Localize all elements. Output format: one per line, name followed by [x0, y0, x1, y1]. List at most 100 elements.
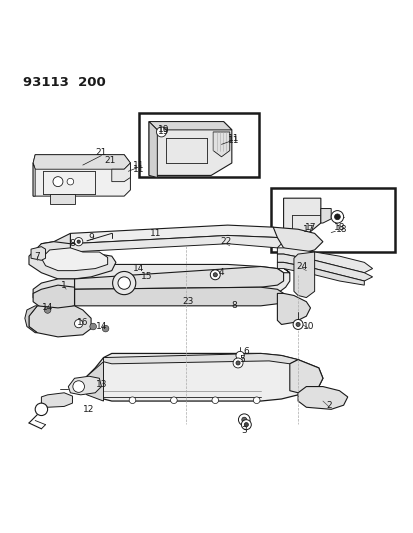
- Circle shape: [235, 351, 244, 360]
- Text: 1: 1: [61, 281, 67, 289]
- Polygon shape: [68, 376, 101, 395]
- Circle shape: [213, 273, 217, 277]
- Circle shape: [35, 403, 47, 416]
- Text: 18: 18: [333, 223, 344, 232]
- Polygon shape: [149, 122, 157, 177]
- Text: 8: 8: [230, 301, 236, 310]
- Polygon shape: [277, 262, 363, 285]
- Circle shape: [53, 176, 63, 187]
- Polygon shape: [273, 227, 322, 254]
- Text: 11: 11: [133, 165, 144, 174]
- Circle shape: [112, 271, 135, 295]
- Text: 12: 12: [83, 405, 95, 414]
- Text: 21: 21: [104, 156, 115, 165]
- Text: 3: 3: [241, 425, 247, 434]
- Polygon shape: [297, 386, 347, 409]
- Circle shape: [238, 414, 249, 425]
- Polygon shape: [70, 225, 283, 244]
- Polygon shape: [41, 248, 107, 271]
- Circle shape: [73, 381, 84, 392]
- Polygon shape: [277, 293, 310, 325]
- Text: 11: 11: [149, 229, 161, 238]
- Text: 93113  200: 93113 200: [23, 76, 105, 89]
- Polygon shape: [50, 194, 74, 204]
- Polygon shape: [33, 155, 130, 196]
- Text: 10: 10: [302, 322, 313, 331]
- Polygon shape: [33, 285, 74, 310]
- Circle shape: [330, 211, 343, 223]
- Circle shape: [170, 397, 177, 403]
- Circle shape: [74, 319, 83, 328]
- Circle shape: [156, 127, 166, 137]
- Text: 9: 9: [88, 233, 94, 242]
- Polygon shape: [277, 254, 372, 281]
- Text: 14: 14: [133, 264, 144, 273]
- Circle shape: [292, 319, 302, 329]
- Polygon shape: [277, 248, 372, 273]
- Circle shape: [253, 397, 259, 403]
- Circle shape: [77, 240, 80, 244]
- Polygon shape: [289, 360, 322, 393]
- Circle shape: [334, 214, 339, 220]
- Polygon shape: [41, 393, 72, 407]
- Circle shape: [241, 417, 246, 422]
- Polygon shape: [29, 306, 91, 337]
- Polygon shape: [74, 266, 283, 289]
- Polygon shape: [112, 163, 130, 182]
- Text: 4: 4: [218, 268, 224, 277]
- Text: 8: 8: [69, 239, 75, 248]
- Polygon shape: [25, 306, 37, 333]
- Text: 17: 17: [302, 225, 313, 234]
- Text: 22: 22: [219, 237, 231, 246]
- Polygon shape: [293, 252, 314, 297]
- Text: 5: 5: [239, 355, 244, 364]
- Circle shape: [74, 238, 83, 246]
- Polygon shape: [33, 279, 74, 308]
- Text: 21: 21: [95, 148, 107, 157]
- Text: 15: 15: [141, 272, 152, 281]
- Polygon shape: [83, 362, 103, 401]
- Text: 24: 24: [296, 262, 307, 271]
- Circle shape: [211, 397, 218, 403]
- Text: 14: 14: [95, 322, 107, 331]
- Circle shape: [244, 423, 248, 427]
- Text: 14: 14: [42, 303, 53, 312]
- Polygon shape: [33, 155, 130, 169]
- Text: 23: 23: [182, 297, 194, 306]
- Text: 2: 2: [325, 401, 331, 410]
- Circle shape: [210, 270, 220, 280]
- Circle shape: [241, 419, 251, 430]
- Text: 17: 17: [304, 223, 316, 232]
- Polygon shape: [149, 122, 231, 175]
- Polygon shape: [74, 287, 283, 306]
- Polygon shape: [70, 236, 283, 252]
- Text: 18: 18: [335, 225, 347, 234]
- Circle shape: [118, 277, 130, 289]
- Polygon shape: [103, 353, 297, 364]
- Circle shape: [235, 361, 240, 365]
- Text: 19: 19: [157, 125, 169, 134]
- Circle shape: [67, 179, 74, 185]
- Polygon shape: [149, 122, 231, 130]
- Circle shape: [90, 323, 96, 330]
- Text: 19: 19: [157, 127, 169, 136]
- Polygon shape: [29, 241, 116, 279]
- Polygon shape: [37, 233, 70, 258]
- Text: 6: 6: [243, 347, 249, 356]
- Polygon shape: [83, 353, 322, 401]
- Text: 7: 7: [34, 252, 40, 261]
- Text: 11: 11: [228, 136, 239, 145]
- Bar: [271, 188, 394, 252]
- Polygon shape: [31, 247, 45, 260]
- Bar: [138, 114, 258, 177]
- Text: 16: 16: [77, 318, 88, 327]
- Text: 11: 11: [228, 134, 239, 143]
- Polygon shape: [33, 163, 35, 196]
- Text: 13: 13: [95, 380, 107, 389]
- Circle shape: [295, 322, 299, 327]
- Text: 11: 11: [133, 161, 144, 171]
- Polygon shape: [283, 198, 320, 233]
- Polygon shape: [58, 241, 289, 297]
- Circle shape: [233, 358, 242, 368]
- Circle shape: [102, 325, 109, 332]
